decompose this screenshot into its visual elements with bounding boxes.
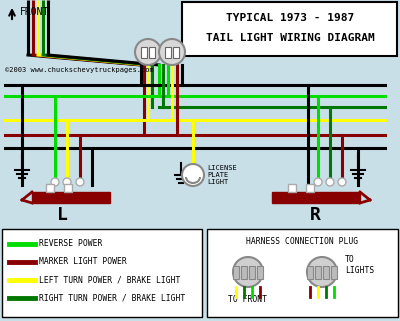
Bar xyxy=(272,192,360,203)
Text: LICENSE
PLATE
LIGHT: LICENSE PLATE LIGHT xyxy=(207,165,237,185)
Text: TAIL LIGHT WIRING DIAGRAM: TAIL LIGHT WIRING DIAGRAM xyxy=(206,33,374,43)
Bar xyxy=(288,184,296,192)
Bar xyxy=(165,47,171,58)
Text: RIGHT TURN POWER / BRAKE LIGHT: RIGHT TURN POWER / BRAKE LIGHT xyxy=(39,293,185,302)
Circle shape xyxy=(182,164,204,186)
Text: FRONT: FRONT xyxy=(20,7,49,17)
Bar xyxy=(241,266,247,279)
Circle shape xyxy=(233,257,263,287)
Text: TYPICAL 1973 - 1987: TYPICAL 1973 - 1987 xyxy=(226,13,354,23)
Bar xyxy=(315,266,321,279)
Text: MARKER LIGHT POWER: MARKER LIGHT POWER xyxy=(39,257,127,266)
Text: ©2003 www.chuckschevytruckpages.com: ©2003 www.chuckschevytruckpages.com xyxy=(5,67,154,73)
Text: REVERSE POWER: REVERSE POWER xyxy=(39,239,102,248)
Text: TO
LIGHTS: TO LIGHTS xyxy=(345,255,374,275)
Circle shape xyxy=(51,178,59,186)
Circle shape xyxy=(314,178,322,186)
Text: R: R xyxy=(310,206,320,224)
Circle shape xyxy=(63,178,71,186)
FancyBboxPatch shape xyxy=(182,2,397,56)
Bar xyxy=(307,266,313,279)
Bar xyxy=(233,266,239,279)
Bar xyxy=(257,266,263,279)
Bar xyxy=(323,266,329,279)
Circle shape xyxy=(159,39,185,65)
Circle shape xyxy=(135,39,161,65)
Text: L: L xyxy=(56,206,68,224)
Text: LEFT TURN POWER / BRAKE LIGHT: LEFT TURN POWER / BRAKE LIGHT xyxy=(39,275,180,284)
Bar xyxy=(64,184,72,192)
Bar xyxy=(306,184,314,192)
Circle shape xyxy=(307,257,337,287)
Circle shape xyxy=(338,178,346,186)
Bar xyxy=(32,192,110,203)
Bar xyxy=(173,47,179,58)
Bar xyxy=(46,184,54,192)
Bar xyxy=(249,266,255,279)
Bar xyxy=(331,266,337,279)
Text: TO FRONT: TO FRONT xyxy=(228,296,268,305)
Text: HARNESS CONNECTION PLUG: HARNESS CONNECTION PLUG xyxy=(246,237,358,246)
Bar xyxy=(149,47,155,58)
Circle shape xyxy=(326,178,334,186)
FancyBboxPatch shape xyxy=(2,229,202,317)
FancyBboxPatch shape xyxy=(207,229,398,317)
Bar xyxy=(141,47,147,58)
Circle shape xyxy=(76,178,84,186)
